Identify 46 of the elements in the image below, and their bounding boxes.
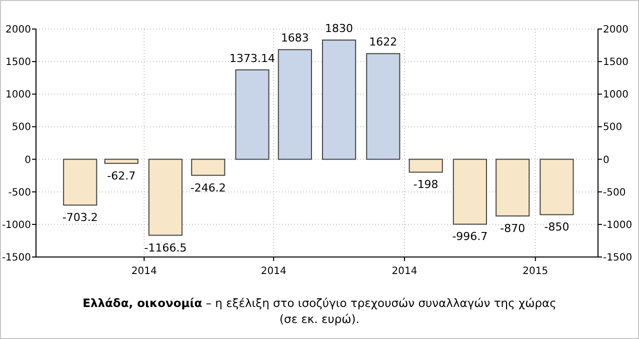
y-tick-label: 500: [12, 122, 31, 134]
bar: [235, 69, 270, 160]
y2-tick-label: -1500: [603, 252, 632, 264]
text: – η εξέλιξη στο ισοζύγιο τρεχουσών συναλλαγών της χώρας (σε εκ. ευρώ).: [202, 296, 556, 326]
y2-tick-label: -1000: [603, 220, 632, 231]
bar: [104, 158, 138, 164]
y-tick-label: 1500: [6, 57, 31, 68]
y2-tick-label: 2000: [603, 24, 628, 36]
y2-tick-label: 1500: [603, 57, 628, 68]
bar: [148, 158, 183, 236]
y-tick-label: 2000: [6, 24, 31, 36]
y2-tick-label: 1000: [603, 90, 628, 101]
bar: [452, 158, 487, 225]
bar: [191, 158, 226, 176]
y-tick-label: 1000: [6, 90, 31, 101]
data-label: -62.7: [107, 169, 136, 182]
data-label: 1683: [280, 32, 309, 45]
data-label: -850: [544, 220, 570, 234]
bar: [408, 158, 443, 173]
bar: [540, 158, 574, 216]
y-tick-label: -1000: [2, 220, 31, 231]
data-label: -198: [413, 178, 438, 192]
data-label: -246.2: [190, 181, 226, 194]
data-label: 1830: [325, 22, 354, 36]
y2-tick-label: 500: [603, 122, 622, 134]
bar: [63, 158, 98, 206]
x-tick-label: 2014: [392, 266, 418, 277]
y2-tick-label: 0: [603, 154, 610, 166]
bar: [496, 158, 530, 216]
y-tick-label: -1500: [2, 252, 31, 264]
x-tick-label: 2014: [131, 266, 157, 277]
data-label: 1622: [369, 36, 398, 49]
bar: [278, 49, 312, 160]
data-label: -1166.5: [144, 241, 187, 254]
data-label: -703.2: [62, 211, 98, 224]
text: Ελλάδα, οικονομία: [82, 296, 202, 310]
x-tick-label: 2015: [522, 266, 548, 277]
data-label: -870: [500, 222, 526, 235]
y-tick-label: -500: [8, 187, 31, 198]
bar: [322, 40, 356, 160]
x-tick-label: 2014: [260, 266, 286, 277]
y2-tick-label: -500: [603, 187, 626, 198]
data-label: -996.7: [452, 230, 488, 244]
y-tick-label: 0: [24, 154, 31, 166]
data-label: 1373.14: [230, 52, 276, 65]
bar: [366, 53, 400, 160]
